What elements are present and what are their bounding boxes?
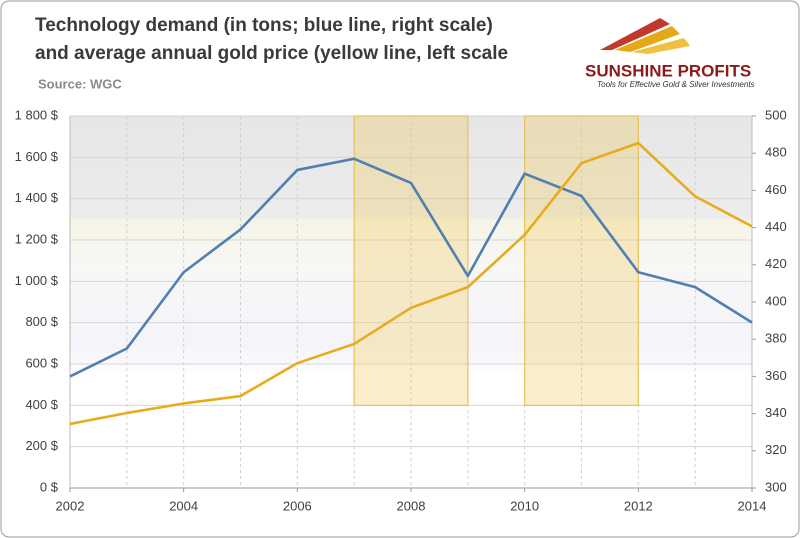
y2-tick-label: 360 [765, 368, 787, 383]
y-tick-label: 200 $ [25, 438, 58, 453]
series-line [69, 141, 753, 426]
y2-tick-label: 500 [765, 107, 787, 122]
highlight [353, 115, 469, 406]
x-tick-label: 2014 [738, 498, 767, 513]
brand: SUNSHINE PROFITS [585, 61, 751, 80]
y2-tick-label: 420 [765, 256, 787, 271]
series-line [69, 157, 753, 378]
y-tick-label: 1 800 $ [15, 107, 59, 122]
y2-tick-label: 480 [765, 145, 787, 160]
x-tick-label: 2002 [56, 498, 85, 513]
y-tick-label: 1 000 $ [15, 273, 59, 288]
y-tick-label: 400 $ [25, 397, 58, 412]
y2-tick-label: 380 [765, 331, 787, 346]
chart-title: and average annual gold price (yellow li… [35, 43, 508, 64]
y-tick-label: 600 $ [25, 355, 58, 370]
y2-tick-label: 300 [765, 479, 787, 494]
y2-tick-label: 340 [765, 405, 787, 420]
y2-tick-label: 400 [765, 293, 787, 308]
source: Source: WGC [38, 76, 122, 91]
y2-tick-label: 320 [765, 442, 787, 457]
y-tick-label: 1 600 $ [15, 149, 59, 164]
logo-ray [615, 26, 680, 52]
logo: SUNSHINE PROFITS Tools for Effective Gol… [585, 18, 755, 89]
logo-ray [600, 18, 670, 50]
tagline: Tools for Effective Gold & Silver Invest… [597, 80, 755, 89]
x-tick-label: 2010 [510, 498, 539, 513]
y-tick-label: 0 $ [40, 479, 59, 494]
logo-ray [632, 38, 690, 54]
y-tick-label: 1 400 $ [15, 190, 59, 205]
x-tick-label: 2006 [283, 498, 312, 513]
highlight [524, 115, 639, 406]
x-tick-label: 2012 [624, 498, 653, 513]
y-tick-label: 800 $ [25, 314, 58, 329]
y2-tick-label: 440 [765, 219, 787, 234]
y-tick-label: 1 200 $ [15, 231, 59, 246]
y2-tick-label: 460 [765, 182, 787, 197]
chart-title: Technology demand (in tons; blue line, r… [35, 15, 493, 36]
x-tick-label: 2008 [397, 498, 426, 513]
x-tick-label: 2004 [169, 498, 198, 513]
